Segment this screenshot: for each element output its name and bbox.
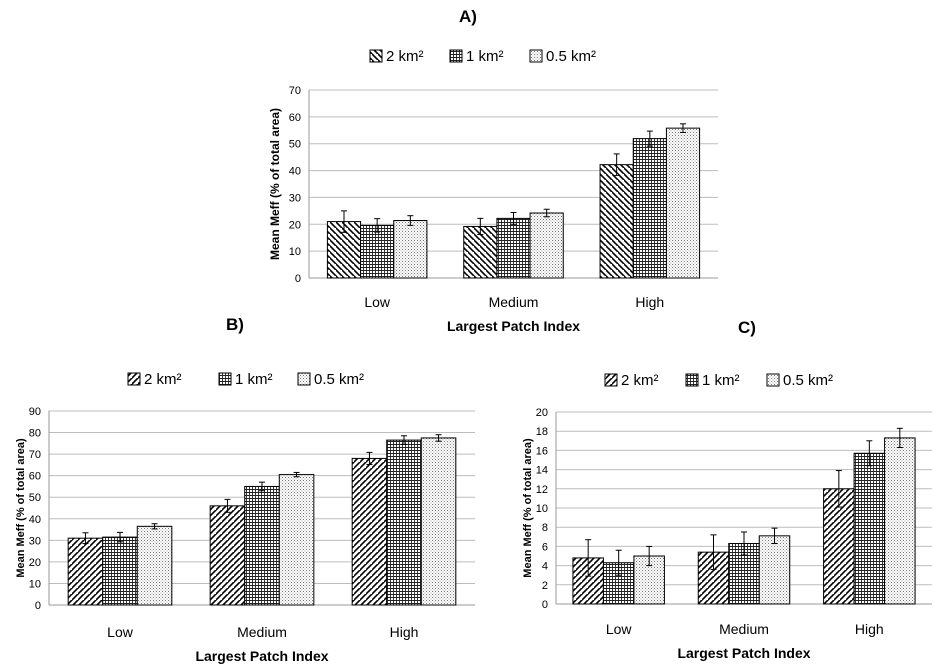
bar xyxy=(529,212,564,279)
y-axis-title: Mean Meff (% of total area) xyxy=(15,438,27,578)
y-tick-label: 20 xyxy=(289,219,301,231)
y-tick-label: 14 xyxy=(536,465,548,477)
y-tick-label: 4 xyxy=(542,561,548,573)
bar xyxy=(102,536,138,606)
x-tick-label: Low xyxy=(364,294,391,310)
y-tick-label: 30 xyxy=(29,535,41,547)
y-tick-label: 90 xyxy=(29,406,41,418)
y-axis-title: Mean Meff (% of total area) xyxy=(268,108,282,260)
legend-label: 1 km² xyxy=(235,371,273,388)
bar xyxy=(278,474,315,606)
bar xyxy=(463,225,498,279)
legend-swatch xyxy=(369,49,383,63)
bar xyxy=(420,437,457,606)
chart-panel-1: A) 0 10 20 30 40 50 60 70 Low Medium High Largest Pa… xyxy=(268,7,718,334)
y-tick-label: 30 xyxy=(289,192,301,204)
legend-label: 0.5 km² xyxy=(546,48,596,65)
y-tick-label: 60 xyxy=(289,112,301,124)
legend-swatch xyxy=(766,373,780,387)
bar xyxy=(244,485,280,606)
x-tick-label: High xyxy=(635,294,664,310)
legend-label: 1 km² xyxy=(702,372,740,389)
x-tick-label: Medium xyxy=(719,621,769,637)
x-tick-label: Medium xyxy=(237,624,287,640)
y-tick-label: 60 xyxy=(29,471,41,483)
bar xyxy=(496,217,531,279)
bar xyxy=(884,437,916,605)
x-tick-label: Low xyxy=(107,624,134,640)
y-tick-label: 50 xyxy=(29,492,41,504)
x-tick-label: High xyxy=(390,624,419,640)
legend-swatch xyxy=(685,373,699,387)
y-tick-label: 0 xyxy=(295,273,301,285)
legend: 2 km² 1 km² 0.5 km² xyxy=(369,48,596,65)
legend: 2 km² 1 km² 0.5 km² xyxy=(604,372,833,389)
bar xyxy=(632,138,667,279)
legend-swatch xyxy=(218,372,232,386)
x-tick-label: High xyxy=(855,621,884,637)
legend-swatch xyxy=(127,372,141,386)
bar xyxy=(758,535,791,605)
y-tick-label: 12 xyxy=(536,484,548,496)
y-tick-label: 20 xyxy=(29,557,41,569)
y-tick-label: 50 xyxy=(289,139,301,151)
y-tick-label: 18 xyxy=(536,426,548,438)
bar xyxy=(599,164,634,279)
legend-label: 2 km² xyxy=(144,371,182,388)
y-tick-label: 20 xyxy=(536,407,548,419)
y-tick-label: 2 xyxy=(542,580,548,592)
y-axis-title: Mean Meff (% of total area) xyxy=(522,438,534,578)
bar xyxy=(853,452,886,605)
y-tick-label: 8 xyxy=(542,522,548,534)
bar xyxy=(360,224,395,279)
y-tick-label: 16 xyxy=(536,445,548,457)
bar xyxy=(136,525,173,606)
panel-title: A) xyxy=(459,7,477,26)
legend-swatch xyxy=(297,372,311,386)
chart-panel-3: C) 0 2 4 6 8 10 12 14 16 18 20 Low Medium High Largest … xyxy=(522,318,932,661)
y-tick-label: 10 xyxy=(289,246,301,258)
bar xyxy=(386,439,422,606)
legend-swatch xyxy=(604,373,618,387)
x-axis-title: Largest Patch Index xyxy=(677,645,810,661)
legend-label: 2 km² xyxy=(621,372,659,389)
bar xyxy=(351,457,388,606)
y-tick-label: 80 xyxy=(29,428,41,440)
bar xyxy=(665,127,701,279)
y-tick-label: 40 xyxy=(29,514,41,526)
legend-swatch xyxy=(529,49,543,63)
y-tick-label: 70 xyxy=(29,449,41,461)
y-tick-label: 40 xyxy=(289,166,301,178)
bar xyxy=(67,537,104,606)
legend: 2 km² 1 km² 0.5 km² xyxy=(127,371,364,388)
panel-title: B) xyxy=(226,315,244,334)
y-tick-label: 6 xyxy=(542,541,548,553)
legend-label: 0.5 km² xyxy=(314,371,364,388)
x-tick-label: Low xyxy=(606,621,633,637)
y-tick-label: 0 xyxy=(542,599,548,611)
legend-label: 2 km² xyxy=(386,48,424,65)
legend-swatch xyxy=(449,49,463,63)
x-axis-title: Largest Patch Index xyxy=(195,648,328,664)
legend-label: 0.5 km² xyxy=(783,372,833,389)
x-tick-label: Medium xyxy=(489,294,539,310)
y-tick-label: 10 xyxy=(536,503,548,515)
x-axis-title: Largest Patch Index xyxy=(447,318,580,334)
y-tick-label: 70 xyxy=(289,85,301,97)
y-tick-label: 10 xyxy=(29,578,41,590)
y-tick-label: 0 xyxy=(35,600,41,612)
bar xyxy=(209,505,246,606)
panel-title: C) xyxy=(738,318,756,337)
legend-label: 1 km² xyxy=(466,48,504,65)
chart-panel-2: B) 0 10 20 30 40 50 60 70 80 90 Low Medium High Larges… xyxy=(15,315,475,664)
bar xyxy=(393,220,428,279)
